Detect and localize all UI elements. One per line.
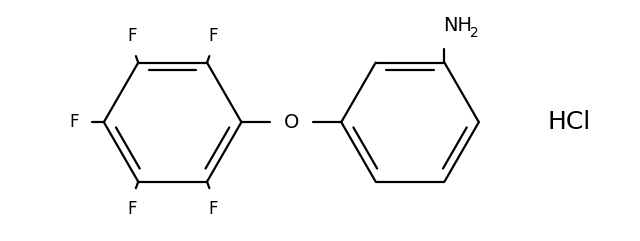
Text: F: F (127, 200, 136, 218)
Text: 2: 2 (470, 26, 479, 40)
Text: F: F (70, 113, 79, 131)
Text: O: O (284, 113, 299, 132)
Text: F: F (209, 200, 218, 218)
Text: F: F (209, 27, 218, 45)
Text: NH: NH (443, 16, 472, 35)
Text: HCl: HCl (547, 110, 591, 134)
Text: F: F (127, 27, 136, 45)
